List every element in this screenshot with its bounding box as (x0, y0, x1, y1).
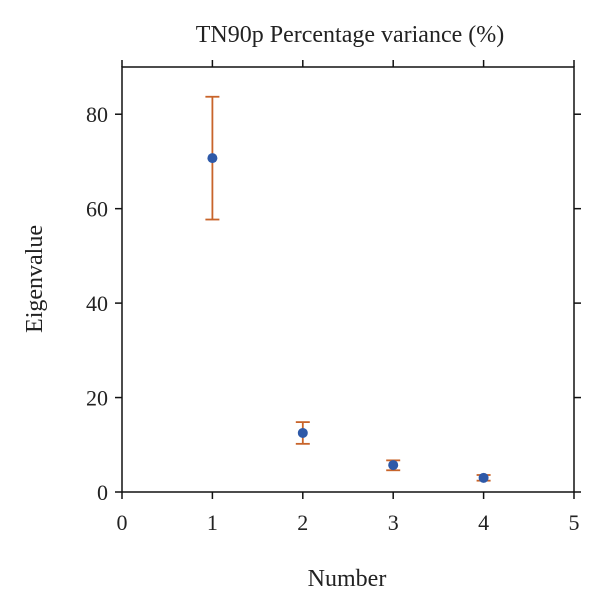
x-tick-label: 5 (569, 510, 580, 535)
x-tick-label: 4 (478, 510, 489, 535)
data-point (388, 460, 399, 471)
y-axis-ticks: 0 20 40 60 80 (86, 102, 581, 505)
chart-title: TN90p Percentage variance (%) (196, 22, 505, 48)
x-tick-label: 3 (388, 510, 399, 535)
x-tick-label: 2 (297, 510, 308, 535)
y-tick-label: 40 (86, 291, 108, 316)
y-tick-label: 0 (97, 480, 108, 505)
y-axis-label: Eigenvalue (22, 225, 48, 333)
data-point (478, 472, 489, 483)
y-tick-label: 60 (86, 197, 108, 222)
data-point (297, 427, 308, 438)
data-point (207, 153, 218, 164)
plot-frame (121, 66, 575, 493)
x-tick-label: 1 (207, 510, 218, 535)
error-bars (205, 95, 491, 482)
x-axis-label: Number (308, 566, 387, 592)
x-axis-ticks: 0 1 2 3 4 5 (117, 60, 580, 535)
data-points (207, 153, 489, 483)
y-tick-label: 80 (86, 102, 108, 127)
y-tick-label: 20 (86, 386, 108, 411)
x-tick-label: 0 (117, 510, 128, 535)
